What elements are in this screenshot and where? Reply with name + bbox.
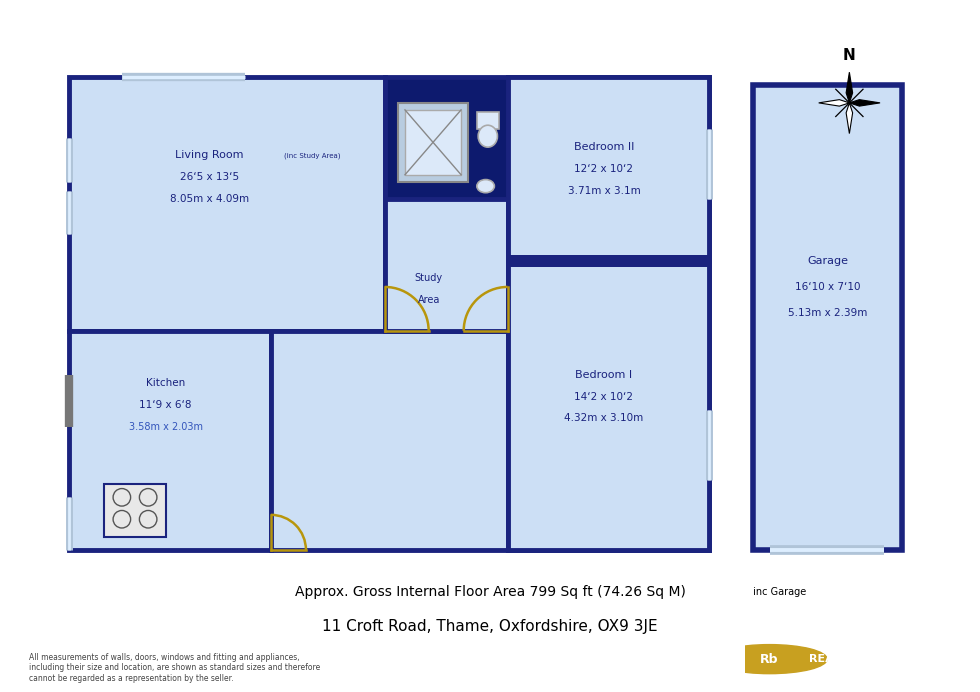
Text: N: N (843, 48, 856, 64)
Bar (70, 77, 385, 331)
Ellipse shape (478, 125, 498, 147)
Bar (398, 103, 468, 182)
Polygon shape (850, 100, 880, 106)
Polygon shape (818, 100, 850, 106)
Bar (508, 77, 710, 261)
Text: 5.13m x 2.39m: 5.13m x 2.39m (788, 308, 867, 318)
Polygon shape (846, 103, 853, 134)
Bar (508, 77, 710, 261)
Text: 12‘2 x 10‘2: 12‘2 x 10‘2 (574, 163, 633, 174)
Bar (508, 255, 710, 267)
Text: 3.71m x 3.1m: 3.71m x 3.1m (567, 185, 640, 196)
Bar (104, 484, 166, 537)
Text: Rb: Rb (760, 653, 779, 666)
Polygon shape (846, 72, 853, 103)
Text: 8.05m x 4.09m: 8.05m x 4.09m (170, 194, 249, 204)
Text: inc Garage: inc Garage (750, 587, 806, 597)
Text: Kitchen: Kitchen (146, 379, 185, 388)
Text: Living Room: Living Room (175, 150, 244, 161)
Ellipse shape (477, 179, 494, 192)
Text: Bedroom II: Bedroom II (573, 142, 634, 152)
Text: 14‘2 x 10‘2: 14‘2 x 10‘2 (574, 392, 633, 401)
Bar (385, 77, 508, 235)
Bar (70, 331, 270, 550)
Bar (385, 199, 508, 331)
Text: 11‘9 x 6‘8: 11‘9 x 6‘8 (139, 400, 192, 410)
Text: 16‘10 x 7‘10: 16‘10 x 7‘10 (795, 282, 860, 292)
Text: Garage: Garage (807, 255, 848, 266)
Text: (inc Study Area): (inc Study Area) (284, 152, 340, 158)
Text: Study: Study (415, 273, 443, 283)
Text: REASTON BROWN: REASTON BROWN (808, 654, 919, 664)
Bar (508, 261, 710, 550)
Text: Bedroom I: Bedroom I (575, 370, 632, 380)
Text: 11 Croft Road, Thame, Oxfordshire, OX9 3JE: 11 Croft Road, Thame, Oxfordshire, OX9 3… (322, 619, 658, 634)
Bar (405, 110, 461, 175)
Circle shape (711, 645, 827, 674)
Text: 26‘5 x 13‘5: 26‘5 x 13‘5 (180, 172, 239, 183)
Bar (753, 85, 902, 550)
Text: Approx. Gross Internal Floor Area 799 Sq ft (74.26 Sq M): Approx. Gross Internal Floor Area 799 Sq… (295, 585, 685, 599)
Bar (270, 331, 508, 550)
Bar (508, 261, 710, 550)
Text: 3.58m x 2.03m: 3.58m x 2.03m (128, 422, 203, 432)
Text: Area: Area (417, 295, 440, 305)
Bar (477, 111, 499, 129)
Text: All measurements of walls, doors, windows and fitting and appliances,
including : All measurements of walls, doors, window… (29, 653, 320, 683)
Text: 4.32m x 3.10m: 4.32m x 3.10m (564, 413, 644, 424)
